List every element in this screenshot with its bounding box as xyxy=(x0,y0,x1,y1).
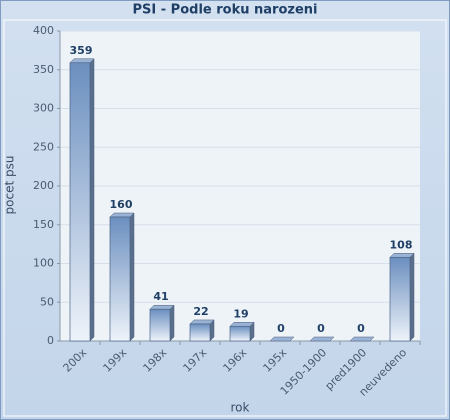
value-label: 0 xyxy=(277,322,285,335)
y-tick-label: 0 xyxy=(47,334,54,347)
bar xyxy=(189,323,211,342)
bar xyxy=(149,308,171,342)
bar-top xyxy=(69,58,95,64)
chart-title: PSI - Podle roku narozeni xyxy=(133,3,318,18)
bar-top xyxy=(229,322,255,327)
y-tick-label: 150 xyxy=(33,218,54,231)
value-label: 160 xyxy=(110,198,133,211)
bar-top xyxy=(269,336,295,342)
value-label: 0 xyxy=(317,322,325,335)
x-axis-label: rok xyxy=(231,401,250,415)
bar-top xyxy=(109,212,135,218)
value-label: 41 xyxy=(153,290,168,303)
value-label: 22 xyxy=(193,305,208,318)
bar-top xyxy=(189,319,215,325)
y-tick-label: 50 xyxy=(40,295,54,308)
y-tick-label: 250 xyxy=(33,140,54,153)
bar-side xyxy=(89,58,95,342)
value-label: 108 xyxy=(390,238,413,251)
bar-side xyxy=(409,252,415,342)
bar xyxy=(229,325,251,342)
bar-top xyxy=(349,336,375,342)
value-label: 19 xyxy=(233,307,248,320)
bar-top xyxy=(309,336,335,342)
y-tick-label: 100 xyxy=(33,257,54,270)
bar xyxy=(109,216,131,342)
bar-side xyxy=(169,304,175,342)
y-tick-label: 300 xyxy=(33,102,54,115)
bar-top xyxy=(389,253,415,258)
value-label: 0 xyxy=(357,322,365,335)
bar xyxy=(389,256,411,342)
y-tick-label: 200 xyxy=(33,179,54,192)
frame xyxy=(3,19,447,417)
bar-top xyxy=(149,304,175,310)
value-label: 359 xyxy=(70,44,93,57)
bar xyxy=(69,62,91,342)
y-tick-label: 400 xyxy=(33,24,54,37)
y-axis-label: pocet psu xyxy=(3,156,17,215)
bar-side xyxy=(129,212,135,342)
y-tick-label: 350 xyxy=(33,63,54,76)
